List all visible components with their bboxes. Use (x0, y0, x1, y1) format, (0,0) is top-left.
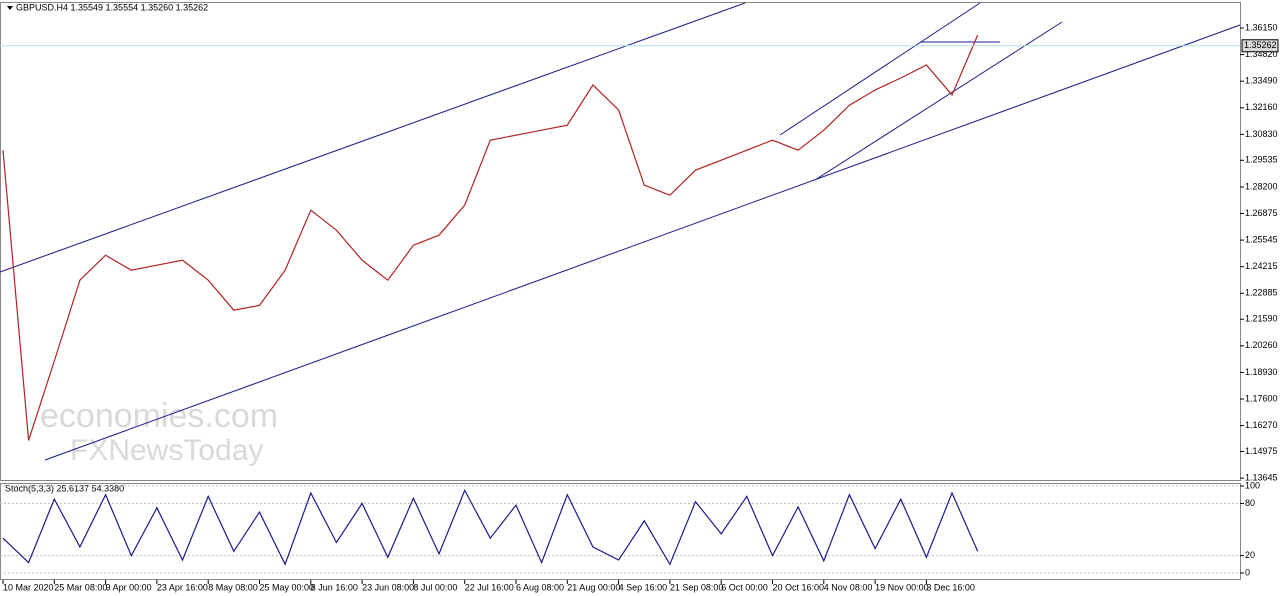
x-tick-label: 8 May 08:00 (208, 582, 258, 592)
y-tick-label: 1.24215 (1245, 261, 1278, 271)
x-tick-label: 25 May 00:00 (260, 582, 315, 592)
trendline (44, 24, 1241, 461)
y-tick-label: 1.32160 (1245, 102, 1278, 112)
price-line (2, 34, 979, 441)
y-tick-label: 1.25545 (1245, 234, 1278, 244)
y-tick-label: 0 (1245, 567, 1250, 577)
x-tick-label: 9 Apr 00:00 (106, 582, 152, 592)
x-tick-label: 21 Sep 08:00 (670, 582, 724, 592)
main-panel (0, 2, 1241, 481)
x-tick-label: 23 Jun 08:00 (362, 582, 414, 592)
y-tick-label: 1.36150 (1245, 22, 1278, 32)
watermark: FXNewsToday (70, 434, 263, 467)
x-tick-label: 4 Nov 08:00 (824, 582, 873, 592)
y-tick-label: 1.13645 (1245, 472, 1278, 482)
stoch-panel (0, 483, 1241, 580)
y-tick-label: 1.34820 (1245, 49, 1278, 59)
y-tick-label: 1.29535 (1245, 155, 1278, 165)
chart-title: GBPUSD.H4 1.35549 1.35554 1.35260 1.3526… (16, 2, 208, 12)
x-tick-label: 3 Dec 16:00 (926, 582, 975, 592)
y-tick-label: 1.18930 (1245, 367, 1278, 377)
y-tick-label: 80 (1245, 498, 1255, 508)
stoch-title: Stoch(5,3,3) 25.6137 54.3380 (5, 483, 124, 493)
x-tick-label: 20 Oct 16:00 (773, 582, 825, 592)
y-tick-label: 1.22885 (1245, 288, 1278, 298)
price-line (2, 488, 979, 566)
y-tick-label: 1.14975 (1245, 446, 1278, 456)
trendlines (0, 2, 1241, 461)
trendline (814, 21, 1063, 181)
x-tick-label: 6 Oct 00:00 (721, 582, 768, 592)
y-tick-label: 1.16270 (1245, 420, 1278, 430)
x-tick-label: 10 Mar 2020 (3, 582, 54, 592)
x-tick-label: 25 Mar 08:00 (54, 582, 107, 592)
last-price-box (1241, 39, 1279, 53)
x-tick-label: 8 Jun 16:00 (311, 582, 358, 592)
watermark: economies.com (40, 397, 278, 435)
y-tick-label: 1.26875 (1245, 208, 1278, 218)
y-tick-label: 1.17600 (1245, 393, 1278, 403)
y-tick-label: 1.20260 (1245, 340, 1278, 350)
y-tick-label: 20 (1245, 550, 1255, 560)
y-tick-label: 1.21590 (1245, 314, 1278, 324)
x-tick-label: 4 Sep 16:00 (619, 582, 668, 592)
y-tick-label: 1.28200 (1245, 181, 1278, 191)
y-tick-label: 100 (1245, 480, 1260, 490)
y-tick-label: 1.33490 (1245, 76, 1278, 86)
x-tick-label: 21 Aug 00:00 (567, 582, 620, 592)
trendline (779, 2, 981, 136)
last-price-label: 1.35262 (1244, 40, 1277, 50)
menu-arrow[interactable] (7, 6, 13, 10)
trendline (0, 2, 746, 273)
x-tick-label: 22 Jul 16:00 (465, 582, 514, 592)
y-tick-label: 1.30830 (1245, 129, 1278, 139)
x-tick-label: 8 Jul 00:00 (413, 582, 457, 592)
x-tick-label: 19 Nov 00:00 (875, 582, 929, 592)
x-tick-label: 6 Aug 08:00 (516, 582, 564, 592)
x-tick-label: 23 Apr 16:00 (157, 582, 208, 592)
